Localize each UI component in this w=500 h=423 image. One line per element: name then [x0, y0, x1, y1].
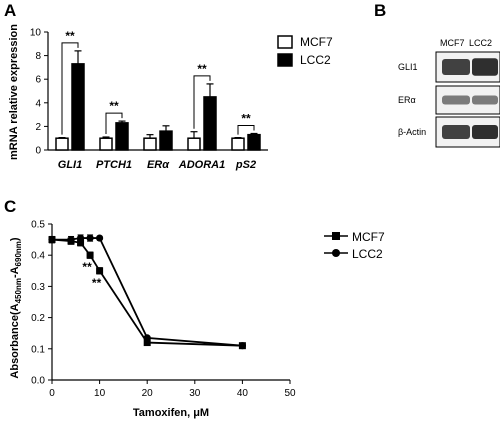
point-lcc2 [143, 334, 151, 342]
legend-marker-lcc2 [332, 249, 340, 257]
line-chart-legend: MCF7 LCC2 [324, 230, 385, 261]
bar-lcc2-adora1 [203, 96, 217, 151]
legend-label-mcf7: MCF7 [300, 35, 333, 49]
y-tick-label: 0.1 [31, 344, 45, 355]
blot-row-label-gli1: GLI1 [398, 62, 418, 72]
point-mcf7 [143, 339, 151, 347]
significance-bracket [237, 124, 255, 135]
y-tick-label: 6 [35, 75, 41, 86]
line-chart-ylabel: Absorbance(A450nm-A690nm) [9, 237, 23, 379]
bar-chart-ylabel: mRNA relative expression [8, 24, 20, 160]
y-tick-label: 0.2 [31, 313, 45, 324]
point-lcc2 [76, 234, 85, 242]
blot-band-gli1-mcf7 [442, 59, 470, 75]
bar-chart-a: mRNA relative expression 0 2 4 6 8 10 GLI1 ** PT… [8, 24, 333, 171]
series-line-mcf7 [51, 238, 243, 347]
x-tick-label: 10 [94, 388, 106, 399]
blot-band-er-lcc2 [472, 95, 498, 105]
blot-column-mcf7: MCF7 [440, 38, 465, 48]
ylabel-part-sub1: 450nm [14, 278, 23, 303]
bar-mcf7-er [143, 137, 157, 151]
blot-column-lcc2: LCC2 [469, 38, 492, 48]
blot-rows: GLI1 ERα β-Actin [398, 51, 500, 148]
x-tick-label: 40 [237, 388, 249, 399]
western-blot: MCF7 LCC2 GLI1 ERα β-Actin [398, 38, 500, 148]
y-tick-label: 0.4 [31, 251, 45, 262]
point-lcc2 [86, 234, 94, 242]
point-lcc2 [238, 342, 246, 350]
x-tick-label-gli1: GLI1 [58, 159, 82, 171]
point-lcc2 [67, 236, 75, 244]
blot-band-actin-lcc2 [472, 125, 498, 139]
legend-label-lcc2: LCC2 [300, 53, 331, 67]
panel-c-letter: C [4, 197, 16, 216]
legend-marker-mcf7 [332, 232, 340, 240]
line-chart-xlabel: Tamoxifen, μM [133, 407, 209, 419]
significance-label: ** [241, 111, 251, 125]
point-lcc2 [96, 234, 104, 242]
y-tick-label: 10 [30, 28, 42, 39]
y-tick-label: 0.5 [31, 220, 45, 231]
significance-bracket [193, 75, 211, 129]
significance-bracket [105, 112, 123, 135]
bar-mcf7-gli1 [55, 137, 69, 151]
x-tick-label: 50 [284, 388, 296, 399]
ylabel-part-end: ) [9, 237, 21, 241]
legend-label-mcf7-c: MCF7 [352, 230, 385, 244]
panel-a-letter: A [4, 1, 16, 20]
legend-swatch-mcf7 [277, 35, 293, 49]
panel-b-letter: B [374, 1, 386, 20]
bar-lcc2-ptch1 [115, 122, 129, 151]
y-tick-label: 8 [35, 51, 41, 62]
x-tick-label-ps2: pS2 [235, 159, 256, 171]
bar-lcc2-er [159, 130, 173, 151]
bar-mcf7-adora1 [187, 137, 201, 151]
point-mcf7 [86, 251, 94, 259]
blot-band-er-mcf7 [442, 95, 470, 105]
series-line-lcc2 [52, 237, 243, 347]
bar-lcc2-gli1 [71, 63, 85, 151]
y-tick-label: 4 [35, 98, 41, 109]
x-tick-label: 20 [142, 388, 154, 399]
x-tick-label-ptch1: PTCH1 [96, 159, 132, 171]
bar-mcf7-ptch1 [99, 137, 113, 151]
ylabel-part-main: Absorbance(A [9, 303, 21, 378]
legend-label-lcc2-c: LCC2 [352, 247, 383, 261]
bar-chart-legend: MCF7 LCC2 [277, 35, 333, 67]
x-tick-label: 30 [189, 388, 201, 399]
x-tick-label-er: ERα [147, 159, 170, 171]
y-tick-label: 0 [35, 146, 41, 157]
significance-label: ** [109, 99, 119, 113]
bar-chart-marks: 0 2 4 6 8 10 GLI1 ** PTCH1 ** ERα ADORA1 ** pS2 ** [30, 28, 268, 171]
y-tick-label: 0.3 [31, 282, 45, 293]
blot-band-actin-mcf7 [442, 125, 470, 139]
significance-label: ** [82, 260, 92, 274]
blot-row-label-actin: β-Actin [398, 127, 426, 137]
point-mcf7 [96, 267, 104, 275]
significance-label: ** [92, 276, 102, 290]
significance-label: ** [197, 62, 207, 76]
significance-label: ** [65, 29, 75, 43]
ylabel-part-mid: -A [9, 266, 21, 278]
x-tick-label: 0 [49, 388, 55, 399]
x-tick-label-adora1: ADORA1 [178, 159, 225, 171]
ylabel-part-sub2: 690nm [14, 241, 23, 266]
line-chart-marks: 0.0 0.1 0.2 0.3 0.4 0.5 0 10 20 30 40 50 **** [31, 220, 296, 400]
y-tick-label: 2 [35, 122, 41, 133]
y-tick-label: 0.0 [31, 376, 45, 387]
blot-band-gli1-lcc2 [472, 58, 498, 76]
significance-bracket [61, 42, 79, 135]
line-chart-c: Absorbance(A450nm-A690nm) Tamoxifen, μM … [9, 220, 385, 420]
bar-mcf7-ps2 [231, 137, 245, 151]
point-mcf7 [77, 239, 85, 247]
bar-lcc2-ps2 [247, 133, 261, 151]
blot-row-label-er: ERα [398, 95, 416, 105]
legend-swatch-lcc2 [277, 53, 293, 67]
point-lcc2 [48, 236, 56, 244]
